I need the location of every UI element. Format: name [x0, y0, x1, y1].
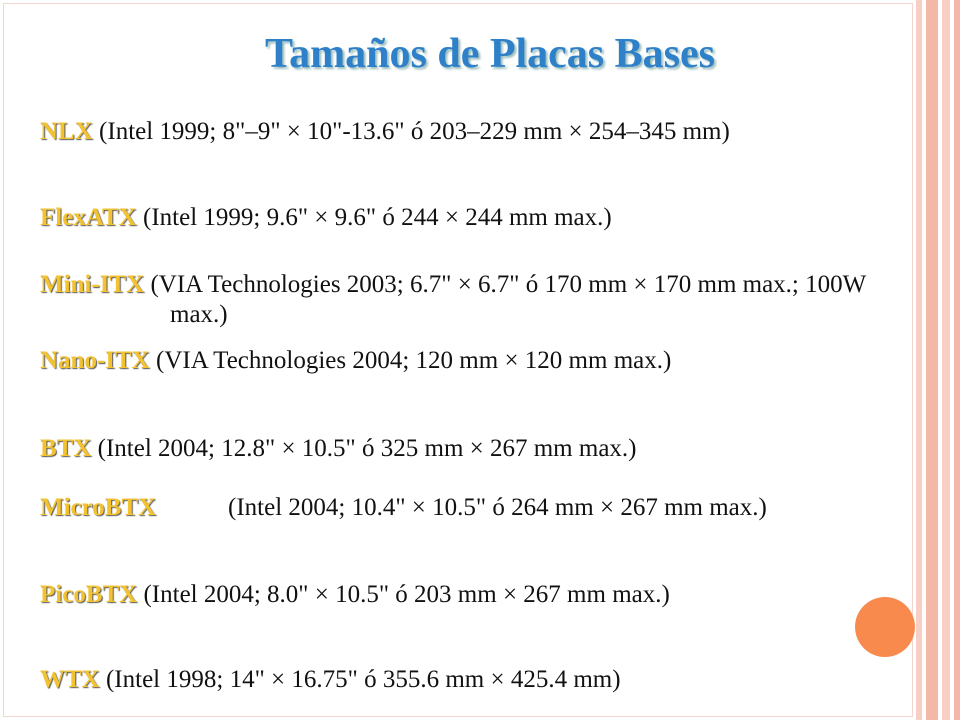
item: FlexATX (Intel 1999; 9.6" × 9.6" ó 244 ×…: [40, 203, 905, 233]
item: PicoBTX (Intel 2004; 8.0" × 10.5" ó 203 …: [40, 580, 905, 610]
item-name: FlexATX: [40, 204, 137, 231]
item-text: (Intel 1999; 9.6" × 9.6" ó 244 × 244 mm …: [143, 204, 612, 231]
title: Tamaños de Placas Bases: [264, 31, 715, 77]
item-name: Nano-ITX: [40, 347, 150, 374]
item-name: Mini-ITX: [40, 271, 145, 298]
item-name: NLX: [40, 118, 93, 145]
item-name: PicoBTX: [40, 581, 138, 608]
item-text: (Intel 2004; 8.0" × 10.5" ó 203 mm × 267…: [143, 581, 670, 608]
item-text: (Intel 1999; 8"–9" × 10"-13.6" ó 203–229…: [99, 118, 730, 145]
item-name: BTX: [40, 435, 92, 462]
item: BTX (Intel 2004; 12.8" × 10.5" ó 325 mm …: [40, 434, 905, 464]
item-text: (Intel 2004; 12.8" × 10.5" ó 325 mm × 26…: [97, 435, 637, 462]
item: NLX (Intel 1999; 8"–9" × 10"-13.6" ó 203…: [40, 117, 905, 147]
item: Mini-ITX (VIA Technologies 2003; 6.7" × …: [40, 270, 905, 330]
orange-dot: [855, 597, 915, 657]
item-name: WTX: [40, 666, 100, 693]
item-text: (Intel 1998; 14" × 16.75" ó 355.6 mm × 4…: [105, 666, 621, 693]
item: MicroBTX (Intel 2004; 10.4" × 10.5" ó 264…: [40, 493, 905, 523]
side-stripes: [916, 0, 960, 720]
item-text: (VIA Technologies 2003; 6.7" × 6.7" ó 17…: [150, 271, 866, 328]
item-name: MicroBTX: [40, 494, 157, 521]
item-text: (Intel 2004; 10.4" × 10.5" ó 264 mm × 26…: [228, 494, 767, 521]
item: Nano-ITX (VIA Technologies 2004; 120 mm …: [40, 346, 905, 376]
item-text: (VIA Technologies 2004; 120 mm × 120 mm …: [156, 347, 672, 374]
frame: [3, 3, 913, 717]
item: WTX (Intel 1998; 14" × 16.75" ó 355.6 mm…: [40, 665, 905, 695]
